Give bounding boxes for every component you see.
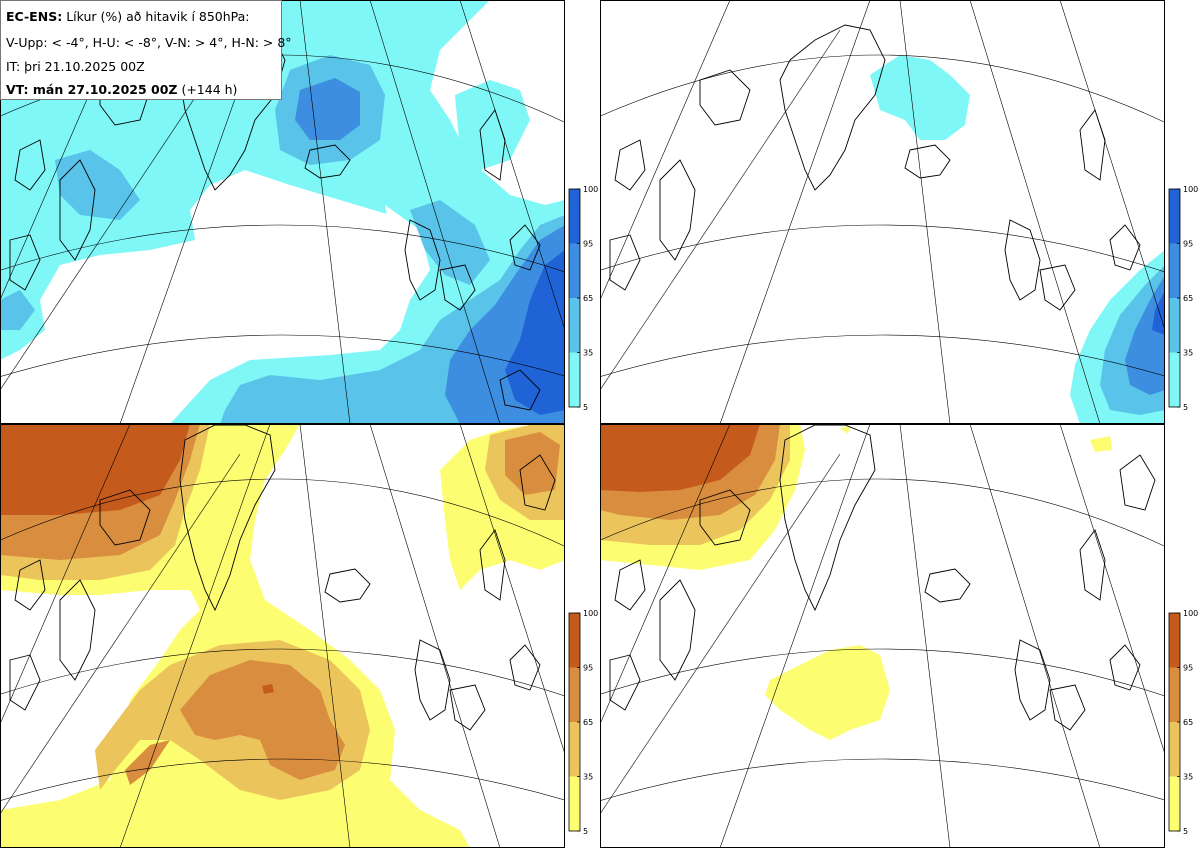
colorbar-segment [569, 352, 580, 407]
colorbar-tick-label: 65 [583, 294, 593, 303]
panel-v-upp [0, 0, 565, 424]
colorbar-segment [569, 189, 580, 244]
colorbar-tick-label: 65 [1183, 294, 1193, 303]
colorbar-tick-label: 95 [583, 240, 593, 249]
panel-h-n [600, 424, 1165, 848]
panel-h-u [600, 0, 1165, 424]
thresholds-text: V-Upp: < -4°, H-U: < -8°, V-N: > 4°, H-N… [6, 35, 292, 50]
colorbar-warm-bottom-right: 100 95 65 35 5 [1168, 609, 1198, 836]
title-text: Líkur (%) að hitavik í 850hPa: [66, 9, 250, 24]
coastlines [609, 24, 1141, 311]
colorbar-tick-label: 35 [1183, 349, 1193, 358]
colorbar-tick-label: 95 [1183, 664, 1193, 673]
colorbar-segment [1169, 776, 1180, 831]
colorbar-tick-label: 35 [583, 349, 593, 358]
prob-area-max [0, 424, 190, 515]
colorbar-segment [1169, 243, 1180, 298]
colorbar-tick-label: 35 [1183, 773, 1193, 782]
colorbar-tick-label: 65 [583, 718, 593, 727]
valid-time-line: VT: mán 27.10.2025 00Z (+144 h) [6, 82, 237, 97]
colorbar-segment [569, 243, 580, 298]
colorbar-segment [1169, 298, 1180, 353]
colorbar-tick-label: 100 [1183, 185, 1198, 194]
colorbar-tick-label: 100 [583, 185, 598, 194]
prob-area-low [870, 55, 970, 140]
colorbar-segment [1169, 667, 1180, 722]
coastlines [9, 24, 541, 411]
colorbar-segment [1169, 189, 1180, 244]
colorbar-segment [569, 722, 580, 777]
colorbar-segment [1169, 722, 1180, 777]
colorbar-cold-top-left: 100 95 65 35 5 [568, 185, 598, 412]
colorbar-tick-label: 95 [1183, 240, 1193, 249]
lead-time-text: (+144 h) [181, 82, 238, 97]
colorbar-warm-bottom-left: 100 95 65 35 5 [568, 609, 598, 836]
colorbar-tick-label: 100 [583, 609, 598, 618]
graticule [0, 424, 565, 848]
colorbar-cold-top-right: 100 95 65 35 5 [1168, 185, 1198, 412]
colorbar-tick-label: 5 [1183, 403, 1188, 412]
map-title-box: EC-ENS: Líkur (%) að hitavik í 850hPa: V… [0, 0, 292, 100]
model-name: EC-ENS: [6, 9, 63, 24]
colorbar-tick-label: 65 [1183, 718, 1193, 727]
panel-v-n [0, 424, 565, 848]
initial-time-text: IT: þri 21.10.2025 00Z [6, 59, 145, 74]
prob-area-max [505, 250, 565, 415]
prob-area-low [0, 0, 565, 424]
colorbar-segment [569, 667, 580, 722]
colorbar-segment [569, 298, 580, 353]
colorbar-tick-label: 95 [583, 664, 593, 673]
graticule [600, 424, 1165, 848]
colorbar-tick-label: 5 [1183, 827, 1188, 836]
title-line: EC-ENS: Líkur (%) að hitavik í 850hPa: [6, 9, 250, 24]
coastlines [9, 424, 556, 731]
colorbar-tick-label: 5 [583, 403, 588, 412]
colorbar-segment [569, 613, 580, 668]
prob-area-max [600, 424, 760, 492]
valid-time-text: VT: mán 27.10.2025 00Z [6, 82, 178, 97]
graticule [600, 0, 1165, 424]
colorbar-tick-label: 100 [1183, 609, 1198, 618]
colorbar-segment [1169, 352, 1180, 407]
colorbar-segment [1169, 613, 1180, 668]
colorbar-tick-label: 5 [583, 827, 588, 836]
colorbar-segment [569, 776, 580, 831]
colorbar-tick-label: 35 [583, 773, 593, 782]
coastlines [609, 424, 1156, 731]
